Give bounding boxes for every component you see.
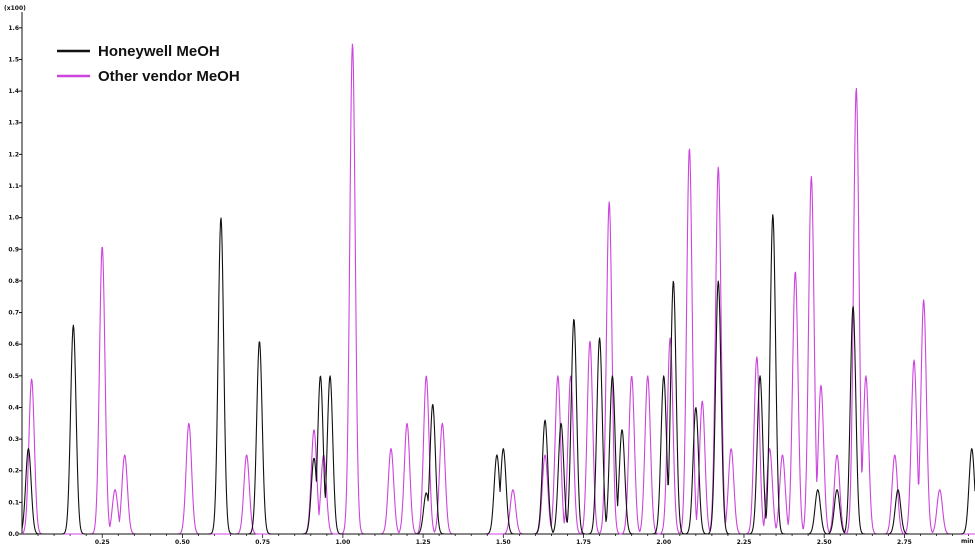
y-tick-label: 0.4 (8, 404, 19, 411)
y-tick-label: 0.7 (8, 310, 19, 317)
x-tick-label: 1.25 (416, 539, 431, 546)
x-tick-label: 0.50 (175, 539, 190, 546)
series-line-honeywell (21, 214, 975, 535)
y-tick-label: 0.2 (8, 468, 19, 475)
y-tick-label: 1.6 (8, 25, 19, 32)
x-tick-label: 1.75 (576, 539, 591, 546)
y-tick-label: 1.1 (8, 183, 19, 190)
y-tick-label: 1.3 (8, 120, 19, 127)
x-tick-label: 1.00 (335, 539, 350, 546)
legend-label-honeywell: Honeywell MeOH (98, 43, 220, 60)
legend: Honeywell MeOH Other vendor MeOH (57, 43, 240, 85)
x-axis-ticks: 0.25 0.50 0.75 1.00 1.25 1.50 1.75 2.00 2.25 2.50… (37, 534, 969, 546)
y-tick-label: 0.8 (8, 278, 19, 285)
x-tick-label: 2.50 (817, 539, 832, 546)
y-tick-label: 1.0 (8, 215, 19, 222)
y-tick-label: 0.6 (8, 341, 19, 348)
y-tick-label: 0.9 (8, 246, 19, 253)
y-tick-label: 0.3 (8, 436, 19, 443)
x-tick-label: 2.00 (656, 539, 671, 546)
y-tick-label: 0.1 (8, 499, 19, 506)
x-tick-label: 0.75 (255, 539, 270, 546)
legend-item-other-vendor: Other vendor MeOH (57, 68, 240, 85)
series-layer (21, 43, 975, 535)
x-tick-label: 2.25 (737, 539, 752, 546)
x-unit-label: min (961, 538, 974, 545)
x-tick-label: 1.50 (496, 539, 511, 546)
plot-frame (21, 12, 975, 535)
series-line-other-vendor (21, 43, 975, 535)
y-tick-label: 0.0 (8, 531, 19, 538)
x-tick-label: 2.75 (897, 539, 912, 546)
y-scale-label: (x100) (4, 5, 26, 12)
y-tick-label: 1.5 (8, 56, 19, 63)
legend-label-other-vendor: Other vendor MeOH (98, 68, 240, 85)
legend-item-honeywell: Honeywell MeOH (57, 43, 220, 60)
y-axis-ticks: 0.0 0.1 0.2 0.3 0.4 0.5 0.6 0.7 0.8 0.9 1.0 1.1 1.2 1… (8, 25, 22, 538)
x-tick-label: 0.25 (95, 539, 110, 546)
y-tick-label: 0.5 (8, 373, 19, 380)
y-tick-label: 1.4 (8, 88, 19, 95)
y-tick-label: 1.2 (8, 151, 19, 158)
